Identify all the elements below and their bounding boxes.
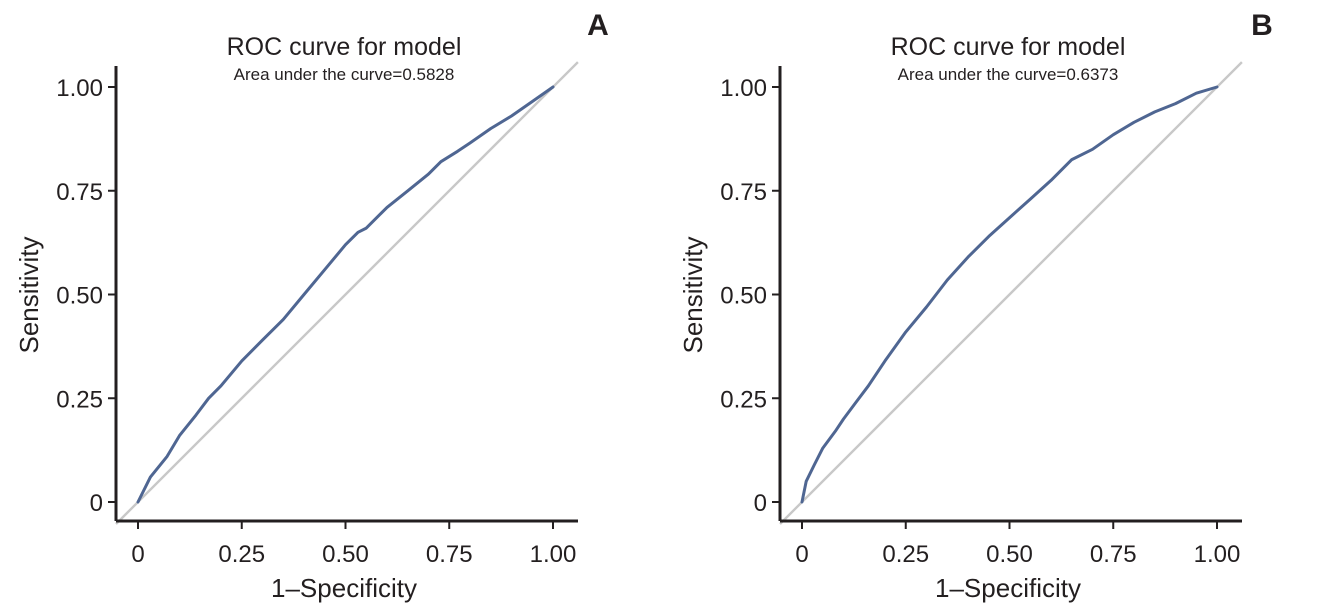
y-tick-label: 1.00 <box>720 75 767 102</box>
y-tick-label: 0 <box>90 490 103 517</box>
reference-diagonal-line <box>115 61 579 525</box>
x-tick-label: 0 <box>131 541 144 568</box>
x-axis-title: 1–Specificity <box>271 573 417 603</box>
y-tick-label: 0.25 <box>720 386 767 413</box>
chart-subtitle: Area under the curve=0.5828 <box>234 65 455 84</box>
y-tick-label: 0.25 <box>56 386 103 413</box>
y-axis-title: Sensitivity <box>678 236 708 353</box>
roc-chart-panel-a: 0 0.25 0.50 0.75 1.00 0 0.25 0.50 0.75 1.00 ROC cu… <box>0 0 663 608</box>
x-tick-label: 0.75 <box>1090 541 1137 568</box>
chart-title: ROC curve for model <box>227 33 462 61</box>
roc-curve-line <box>800 85 1219 504</box>
x-tick-label: 0.50 <box>986 541 1033 568</box>
y-tick-label: 0 <box>754 490 767 517</box>
panel-label: A <box>587 9 609 42</box>
y-tick-label: 0.50 <box>720 283 767 310</box>
x-tick-label: 0.25 <box>218 541 265 568</box>
roc-chart-panel-b: 0 0.25 0.50 0.75 1.00 0 0.25 0.50 0.75 1.00 ROC cu… <box>664 0 1327 608</box>
y-tick-label: 1.00 <box>56 75 103 102</box>
x-tick-label: 0 <box>795 541 808 568</box>
y-tick-label: 0.50 <box>56 283 103 310</box>
x-tick-label: 1.00 <box>530 541 577 568</box>
y-tick-label: 0.75 <box>56 179 103 206</box>
panel-label: B <box>1251 9 1273 42</box>
x-tick-label: 1.00 <box>1194 541 1241 568</box>
chart-subtitle: Area under the curve=0.6373 <box>898 65 1119 84</box>
y-axis-title: Sensitivity <box>14 236 44 353</box>
x-axis-title: 1–Specificity <box>935 573 1081 603</box>
x-tick-label: 0.75 <box>426 541 473 568</box>
roc-chart-svg: 0 0.25 0.50 0.75 1.00 0 0.25 0.50 0.75 1.00 ROC cu… <box>678 9 1273 603</box>
roc-curve-line <box>136 85 555 504</box>
x-tick-label: 0.50 <box>322 541 369 568</box>
x-tick-label: 0.25 <box>882 541 929 568</box>
roc-chart-svg: 0 0.25 0.50 0.75 1.00 0 0.25 0.50 0.75 1.00 ROC cu… <box>14 9 609 603</box>
y-tick-label: 0.75 <box>720 179 767 206</box>
reference-diagonal-line <box>779 61 1243 525</box>
chart-title: ROC curve for model <box>891 33 1126 61</box>
